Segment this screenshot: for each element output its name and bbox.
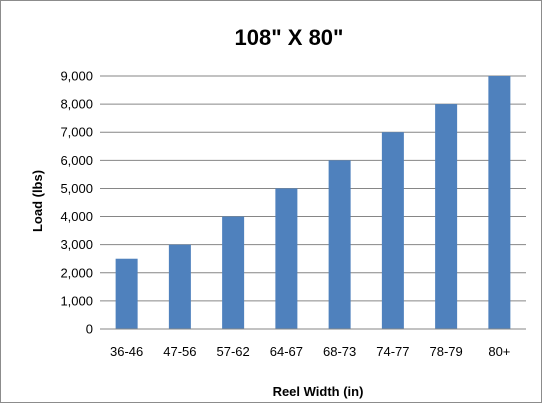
y-tick-label: 5,000 (60, 181, 93, 196)
bar-80+ (488, 76, 511, 329)
bar-36-46 (115, 258, 138, 329)
y-tick-label: 9,000 (60, 69, 93, 84)
y-tick-label: 8,000 (60, 97, 93, 112)
x-axis-ticks: 36-46 47-56 57-62 64-67 68-73 74-77 78-79 80+ (110, 344, 510, 359)
chart-title: 108" X 80" (235, 25, 344, 50)
x-tick-label: 74-77 (376, 344, 409, 359)
x-tick-label: 36-46 (110, 344, 143, 359)
y-tick-label: 6,000 (60, 153, 93, 168)
x-tick-label: 64-67 (270, 344, 303, 359)
x-axis-title: Reel Width (in) (273, 384, 364, 399)
x-tick-label: 57-62 (217, 344, 250, 359)
x-tick-label: 78-79 (430, 344, 463, 359)
y-tick-label: 0 (86, 322, 93, 337)
bar-64-67 (275, 188, 298, 329)
x-tick-label: 68-73 (323, 344, 356, 359)
y-tick-label: 3,000 (60, 237, 93, 252)
bars (115, 76, 511, 329)
bar-68-73 (328, 160, 351, 329)
gridlines (100, 75, 526, 302)
x-tick-label: 47-56 (163, 344, 196, 359)
bar-57-62 (222, 216, 245, 329)
y-axis-title: Load (lbs) (30, 170, 45, 232)
bar-78-79 (435, 104, 458, 329)
y-tick-label: 2,000 (60, 265, 93, 280)
bar-47-56 (168, 244, 191, 329)
y-tick-label: 4,000 (60, 209, 93, 224)
x-tick-label: 80+ (488, 344, 510, 359)
y-tick-label: 1,000 (60, 293, 93, 308)
y-axis-ticks: 0 1,000 2,000 3,000 4,000 5,000 6,000 7,000 8,00… (60, 69, 93, 337)
y-tick-label: 7,000 (60, 125, 93, 140)
bar-74-77 (381, 132, 404, 329)
